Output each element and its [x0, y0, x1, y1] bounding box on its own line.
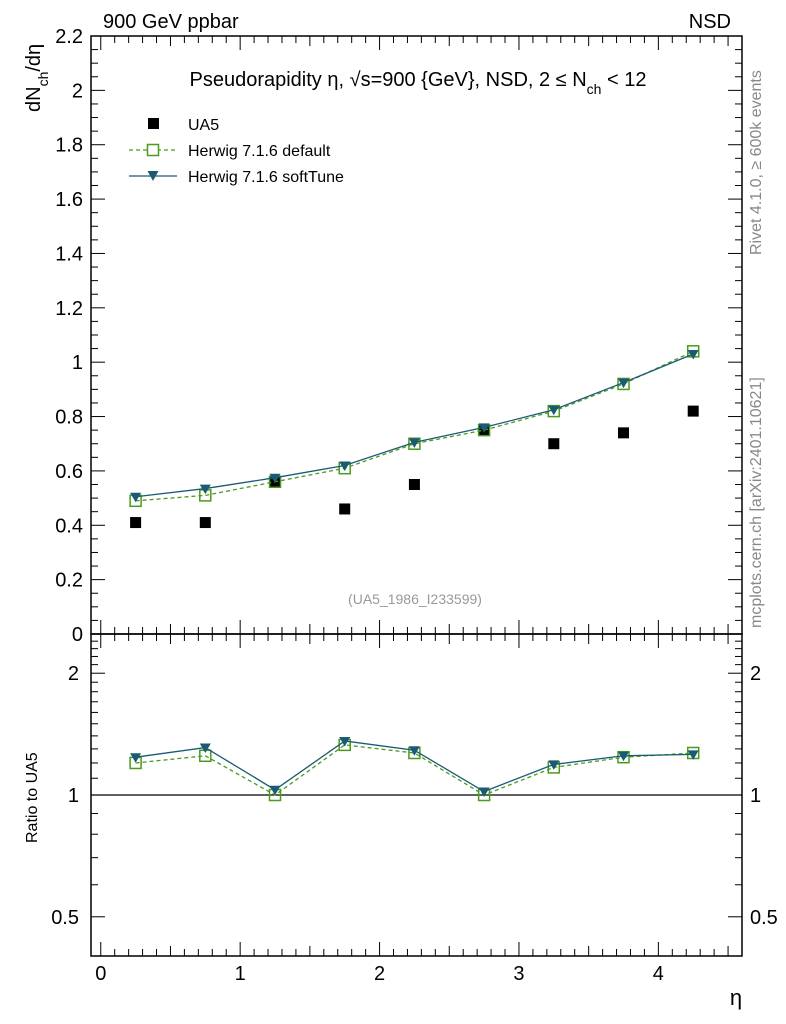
herwig-softtune-marker	[618, 378, 630, 389]
ratio-softtune-marker	[130, 753, 142, 763]
header-energy-label: 900 GeV ppbar	[103, 11, 239, 33]
ua5-data-point	[408, 479, 420, 490]
main-y-tick-label: 2	[72, 80, 83, 102]
ratio-y-tick-label-right: 2	[750, 663, 761, 685]
main-y-tick-label: 0	[72, 624, 83, 646]
x-axis-ticks: 0 1 2 3 4	[95, 36, 743, 985]
rivet-version-label: Rivet 4.1.0, ≥ 600k events	[748, 70, 765, 255]
x-tick-label: 0	[95, 963, 106, 985]
x-tick-label: 1	[235, 963, 246, 985]
legend-marker-default	[146, 143, 160, 157]
mcplots-label: mcplots.cern.ch [arXiv:2401.10621]	[748, 377, 765, 628]
herwig-default-marker	[617, 377, 630, 391]
main-y-tick-label: 0.8	[55, 407, 83, 429]
x-tick-label: 2	[374, 963, 385, 985]
x-axis-label: η	[730, 985, 742, 1010]
legend-label-ua5: UA5	[188, 117, 219, 134]
ratio-softtune-marker	[478, 787, 490, 798]
herwig-softtune-marker	[478, 423, 490, 433]
main-y-tick-label: 1.4	[55, 243, 83, 265]
herwig-default-line	[135, 350, 694, 502]
main-y-tick-label: 0.6	[55, 461, 83, 483]
ratio-y-tick-label: 1	[68, 785, 79, 807]
main-y-tick-label: 0.4	[55, 515, 83, 537]
ratio-y-tick-label-right: 0.5	[750, 907, 778, 929]
main-y-tick-label: 1.8	[55, 135, 83, 157]
ratio-softtune-marker	[548, 760, 560, 770]
ratio-softtune-marker	[269, 785, 281, 796]
ua5-data-point	[687, 405, 699, 417]
herwig-softtune-line	[135, 353, 694, 498]
legend-label-softtune: Herwig 7.1.6 softTune	[188, 169, 344, 186]
ua5-data-point	[130, 517, 142, 529]
legend: UA5 Herwig 7.1.6 default Herwig 7.1.6 so…	[129, 117, 344, 186]
ratio-y-tick-label: 0.5	[51, 907, 79, 929]
ratio-softtune-marker	[687, 750, 699, 760]
main-y-tick-label: 0.2	[55, 570, 83, 592]
main-y-tick-label: 1.6	[55, 189, 83, 211]
ratio-default-marker	[617, 750, 630, 764]
herwig-softtune-marker	[548, 405, 560, 416]
herwig-softtune-marker	[339, 461, 351, 471]
x-tick-label: 3	[513, 963, 524, 985]
legend-label-default: Herwig 7.1.6 default	[188, 143, 331, 160]
plot-title: Pseudorapidity η, √s=900 {GeV}, NSD, 2 ≤…	[189, 69, 646, 97]
herwig-softtune-marker	[687, 350, 699, 360]
main-y-tick-label: 2.2	[55, 26, 83, 48]
herwig-softtune-marker	[130, 492, 142, 503]
herwig-softtune-marker	[269, 473, 281, 484]
ratio-softtune-marker	[618, 751, 630, 762]
herwig-softtune-marker	[199, 484, 211, 495]
ratio-softtune-marker	[199, 743, 211, 754]
ratio-y-axis-label: Ratio to UA5	[24, 752, 41, 843]
main-axis-ticks: 0 0.2 0.4 0.6 0.8 1 1.2 1.4 1.6 1.8 2 2.2	[55, 26, 742, 646]
ua5-data-point	[199, 517, 211, 529]
main-y-axis-label: dNch/dη	[23, 44, 51, 112]
ratio-softtune-marker	[408, 746, 420, 756]
header-process-label: NSD	[689, 11, 731, 33]
main-series-layer	[129, 345, 700, 529]
main-y-tick-label: 1.2	[55, 298, 83, 320]
analysis-watermark: (UA5_1986_I233599)	[348, 591, 482, 607]
ratio-y-tick-label-right: 1	[750, 785, 761, 807]
ua5-data-point	[548, 438, 560, 450]
ua5-data-point	[618, 427, 630, 439]
main-y-tick-label: 1	[72, 352, 83, 374]
ratio-axis-ticks: 0.5 0.5 1 1 2 2	[51, 640, 778, 929]
legend-marker-ua5	[148, 118, 159, 129]
herwig-softtune-marker	[408, 438, 420, 448]
x-tick-label: 4	[653, 963, 664, 985]
ratio-series-layer	[129, 736, 700, 802]
legend-marker-softtune	[147, 171, 159, 181]
ua5-data-point	[339, 503, 351, 515]
ratio-y-tick-label: 2	[68, 663, 79, 685]
ratio-softtune-marker	[339, 736, 351, 747]
